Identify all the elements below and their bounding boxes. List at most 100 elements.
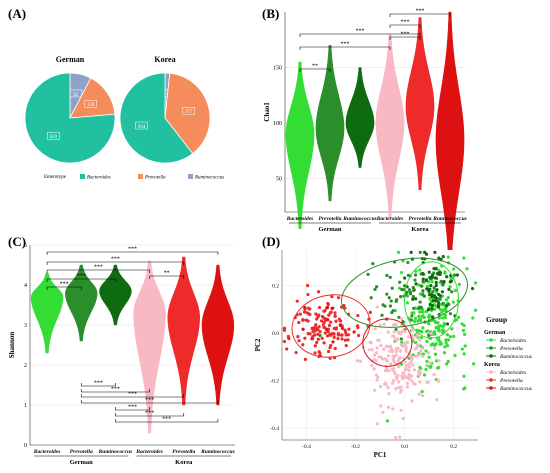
- scatter-point: [381, 410, 385, 414]
- scatter-point: [435, 398, 439, 402]
- scatter-point: [437, 359, 441, 363]
- scatter-point: [404, 364, 408, 368]
- scatter-point: [373, 327, 377, 331]
- scatter-point: [297, 339, 301, 343]
- scatter-point: [434, 326, 438, 330]
- scatter-point: [343, 338, 347, 342]
- scatter-point: [375, 285, 379, 289]
- scatter-point: [356, 314, 360, 318]
- pie-label-box: [182, 106, 196, 115]
- scatter-point: [412, 319, 417, 324]
- scatter-point: [445, 362, 449, 366]
- scatter-point: [402, 284, 407, 288]
- scatter-point: [322, 325, 326, 329]
- legend-label-prevotella: Prevotella: [144, 176, 166, 181]
- y-tick-label: 0.0: [272, 331, 279, 337]
- scatter-point: [436, 305, 441, 309]
- pie-slice-prevotella: [164, 72, 211, 155]
- significance-label: ***: [128, 247, 137, 253]
- violin-german-ruminococcus: [99, 264, 132, 326]
- significance-label: ***: [111, 257, 120, 263]
- scatter-point: [442, 280, 446, 284]
- scatter-point: [417, 373, 421, 378]
- scatter-point: [379, 404, 383, 408]
- scatter-point: [435, 366, 440, 370]
- scatter-point: [394, 322, 398, 326]
- x-tick-label-ruminococcus: Ruminococcus: [342, 216, 377, 222]
- scatter-point: [444, 298, 449, 302]
- scatter-point: [391, 407, 395, 411]
- scatter-point: [443, 313, 447, 318]
- x-tick-label-ruminococcus: Ruminococcus: [98, 449, 133, 455]
- outlier-point: [359, 158, 361, 161]
- country-label-korea: Korea: [175, 459, 193, 466]
- confidence-ellipse: [341, 257, 468, 328]
- scatter-point: [434, 280, 438, 285]
- scatter-point: [344, 333, 348, 337]
- x-tick-label: 0.2: [450, 444, 457, 450]
- scatter-point: [391, 358, 395, 362]
- scatter-point: [433, 319, 437, 323]
- scatter-point: [330, 306, 334, 311]
- scatter-point: [402, 288, 406, 292]
- scatter-point: [398, 280, 402, 284]
- x-tick-label-bacteroides: Bacteroides: [33, 449, 61, 455]
- outlier-point: [80, 332, 83, 334]
- outlier-point: [419, 183, 421, 186]
- scatter-point: [315, 340, 319, 345]
- significance-label: ***: [111, 387, 120, 393]
- scatter-point: [442, 328, 446, 333]
- scatter-point: [429, 284, 433, 288]
- scatter-point: [430, 276, 434, 280]
- pie-chart-german: German 62 130 620: [24, 55, 116, 164]
- scatter-point: [397, 386, 401, 390]
- scatter-point: [340, 337, 344, 341]
- legend-item-label: Prevotella: [499, 378, 523, 384]
- scatter-point: [404, 366, 408, 371]
- scatter-point: [388, 304, 393, 308]
- pie-title: Korea: [154, 55, 175, 64]
- scatter-point: [371, 262, 375, 266]
- scatter-point: [326, 318, 330, 322]
- x-tick-label: -0.4: [302, 444, 311, 450]
- outlier-point: [389, 211, 391, 214]
- x-tick-label-prevotella: Prevotella: [409, 216, 432, 222]
- significance-label: ***: [94, 381, 103, 387]
- scatter-point: [405, 381, 410, 386]
- scatter-point: [437, 292, 441, 297]
- scatter-point: [438, 342, 442, 346]
- scatter-point: [428, 365, 433, 369]
- scatter-point: [419, 310, 423, 314]
- scatter-point: [313, 333, 317, 337]
- scatter-point: [306, 292, 310, 297]
- scatter-point: [386, 369, 391, 373]
- scatter-point: [389, 344, 393, 348]
- outlier-point: [114, 316, 117, 318]
- scatter-point: [432, 373, 436, 377]
- scatter-point: [422, 294, 426, 298]
- scatter-point: [424, 367, 428, 371]
- scatter-point: [441, 301, 445, 305]
- scatter-point: [414, 282, 418, 286]
- scatter-point: [428, 297, 432, 301]
- y-tick-label: 3: [24, 323, 27, 329]
- scatter-point: [452, 267, 456, 271]
- scatter-point: [347, 327, 351, 331]
- scatter-point: [414, 269, 418, 273]
- outlier-point: [148, 424, 151, 426]
- scatter-point: [294, 350, 298, 355]
- scatter-point: [441, 316, 445, 320]
- scatter-point: [448, 285, 452, 289]
- scatter-point: [421, 310, 425, 314]
- scatter-point: [390, 347, 394, 351]
- scatter-point: [390, 381, 395, 385]
- scatter-point: [453, 288, 458, 292]
- scatter-point: [397, 380, 401, 384]
- scatter-point: [450, 290, 454, 294]
- legend-key-dot: [489, 354, 493, 358]
- confidence-ellipse: [404, 261, 459, 339]
- scatter-point: [308, 312, 312, 317]
- scatter-point: [285, 347, 289, 351]
- scatter-point: [311, 329, 315, 334]
- scatter-point: [473, 281, 478, 285]
